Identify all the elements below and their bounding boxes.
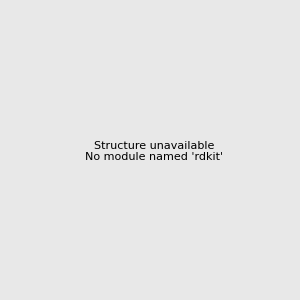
Text: Structure unavailable
No module named 'rdkit': Structure unavailable No module named 'r… [85,141,223,162]
